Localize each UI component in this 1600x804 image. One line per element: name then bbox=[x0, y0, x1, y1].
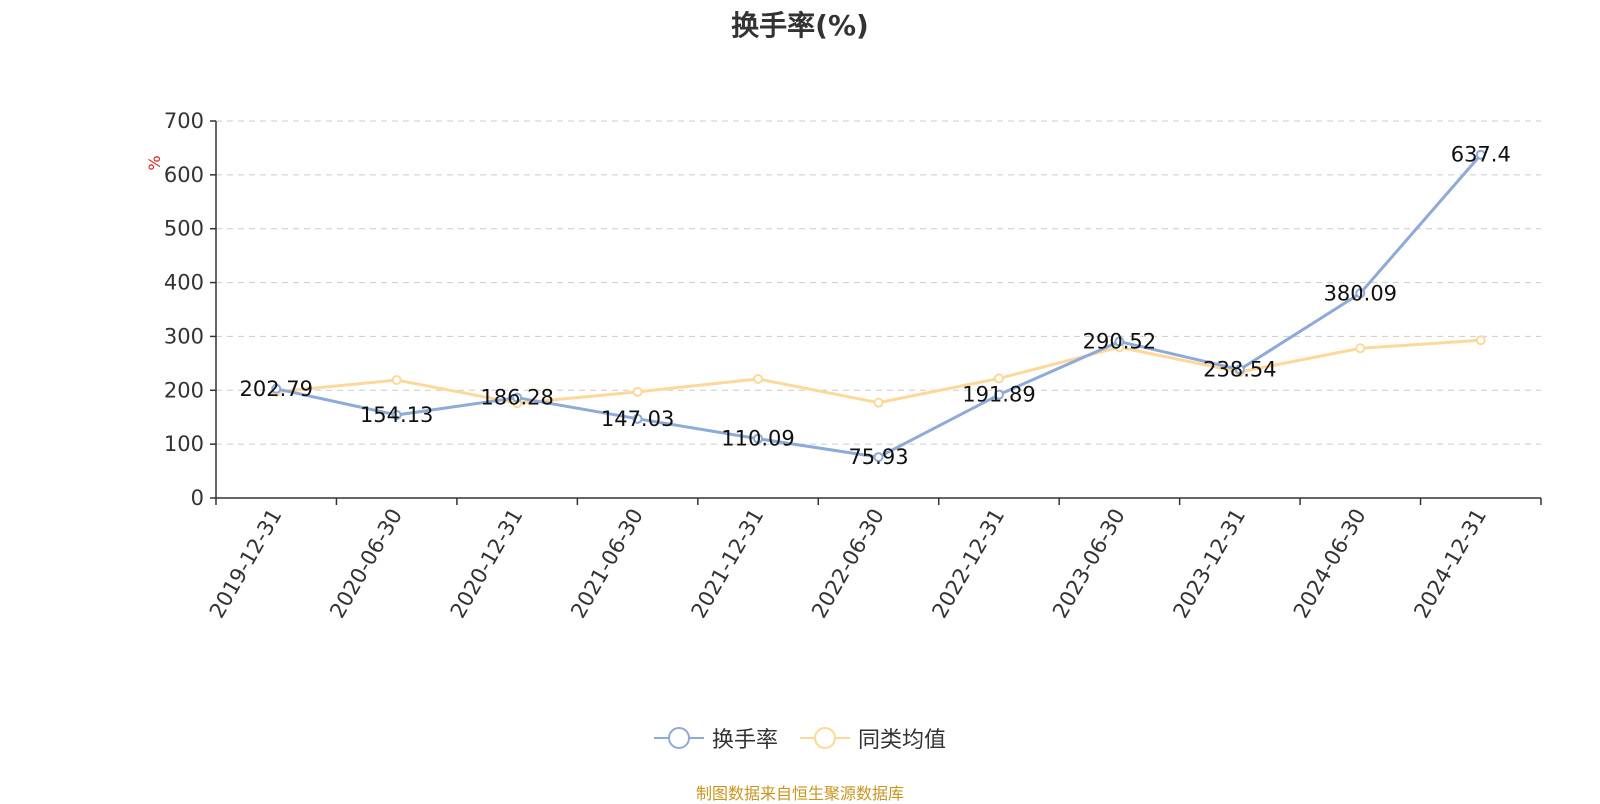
data-point-peer-average bbox=[873, 397, 884, 408]
x-tick-label: 2023-12-31 bbox=[1168, 505, 1250, 623]
data-point-peer-average bbox=[632, 386, 643, 397]
y-tick-label: 200 bbox=[164, 378, 204, 402]
data-point-turnover bbox=[993, 389, 1004, 400]
data-label-turnover: 147.03 bbox=[601, 407, 674, 431]
data-point-peer-average bbox=[1355, 343, 1366, 354]
data-point-peer-average bbox=[753, 373, 764, 384]
x-tick-label: 2021-06-30 bbox=[566, 505, 648, 623]
data-point-turnover bbox=[512, 392, 523, 403]
y-tick-label: 600 bbox=[164, 163, 204, 187]
legend-marker-turnover bbox=[653, 727, 704, 749]
data-point-turnover bbox=[1114, 336, 1125, 347]
legend-item-peer-average[interactable]: 同类均值 bbox=[800, 722, 946, 754]
x-tick-label: 2022-06-30 bbox=[807, 505, 889, 623]
data-label-turnover: 191.89 bbox=[962, 383, 1035, 407]
data-point-turnover bbox=[753, 433, 764, 444]
series-line-peer-average bbox=[276, 338, 1481, 405]
x-tick-label: 2024-12-31 bbox=[1409, 505, 1491, 623]
data-label-turnover: 186.28 bbox=[480, 386, 553, 410]
legend-marker-peer-average bbox=[800, 727, 850, 749]
y-tick-label: 100 bbox=[164, 432, 204, 456]
data-point-peer-average bbox=[391, 375, 402, 386]
data-label-turnover: 637.4 bbox=[1451, 143, 1511, 167]
data-source-note: 制图数据来自恒生聚源数据库 bbox=[695, 784, 904, 803]
data-point-turnover bbox=[1234, 364, 1245, 375]
x-tick-label: 2019-12-31 bbox=[205, 505, 287, 623]
data-label-turnover: 75.93 bbox=[848, 445, 908, 469]
data-point-turnover bbox=[873, 452, 884, 463]
x-tick-label: 2023-06-30 bbox=[1048, 505, 1130, 623]
data-label-turnover: 290.52 bbox=[1083, 330, 1156, 354]
data-point-turnover bbox=[1475, 149, 1486, 160]
y-tick-label: 400 bbox=[164, 271, 204, 295]
series bbox=[271, 149, 1486, 463]
data-label-turnover: 238.54 bbox=[1203, 358, 1276, 382]
data-label-turnover: 154.13 bbox=[360, 403, 433, 427]
data-point-turnover bbox=[271, 383, 282, 394]
x-tick-label: 2020-12-31 bbox=[446, 505, 528, 623]
y-tick-label: 0 bbox=[191, 486, 204, 510]
x-tick-label: 2024-06-30 bbox=[1289, 505, 1371, 623]
series-line-turnover bbox=[275, 153, 1482, 459]
data-point-turnover bbox=[1355, 288, 1366, 299]
x-tick-label: 2021-12-31 bbox=[687, 505, 769, 623]
y-tick-label: 700 bbox=[164, 109, 204, 133]
x-tick-label: 2020-06-30 bbox=[325, 505, 407, 623]
data-labels: 202.79 154.13 186.28 147.03 110.09 75.93 191.8… bbox=[239, 143, 1510, 469]
y-tick-label: 500 bbox=[164, 217, 204, 241]
data-label-turnover: 202.79 bbox=[239, 377, 312, 401]
legend-label-peer-average: 同类均值 bbox=[858, 728, 947, 753]
chart-title: 换手率(%) bbox=[731, 9, 869, 42]
legend-item-turnover[interactable]: 换手率 bbox=[653, 722, 778, 754]
data-point-peer-average bbox=[1475, 335, 1486, 346]
gridlines bbox=[216, 120, 1541, 445]
axes: 0 100 200 300 400 500 600 700% 2019-12-31 2020-06… bbox=[145, 109, 1542, 623]
data-point-turnover bbox=[391, 409, 402, 420]
y-axis-unit-label: % bbox=[145, 155, 164, 170]
data-label-turnover: 380.09 bbox=[1324, 281, 1397, 305]
y-tick-label: 300 bbox=[164, 324, 204, 348]
data-label-turnover: 110.09 bbox=[721, 427, 794, 451]
legend-label-turnover: 换手率 bbox=[711, 728, 778, 753]
data-point-peer-average bbox=[993, 373, 1004, 384]
data-point-turnover bbox=[632, 413, 643, 424]
x-tick-label: 2022-12-31 bbox=[927, 505, 1009, 623]
legend: 换手率 同类均值 bbox=[0, 722, 1600, 754]
